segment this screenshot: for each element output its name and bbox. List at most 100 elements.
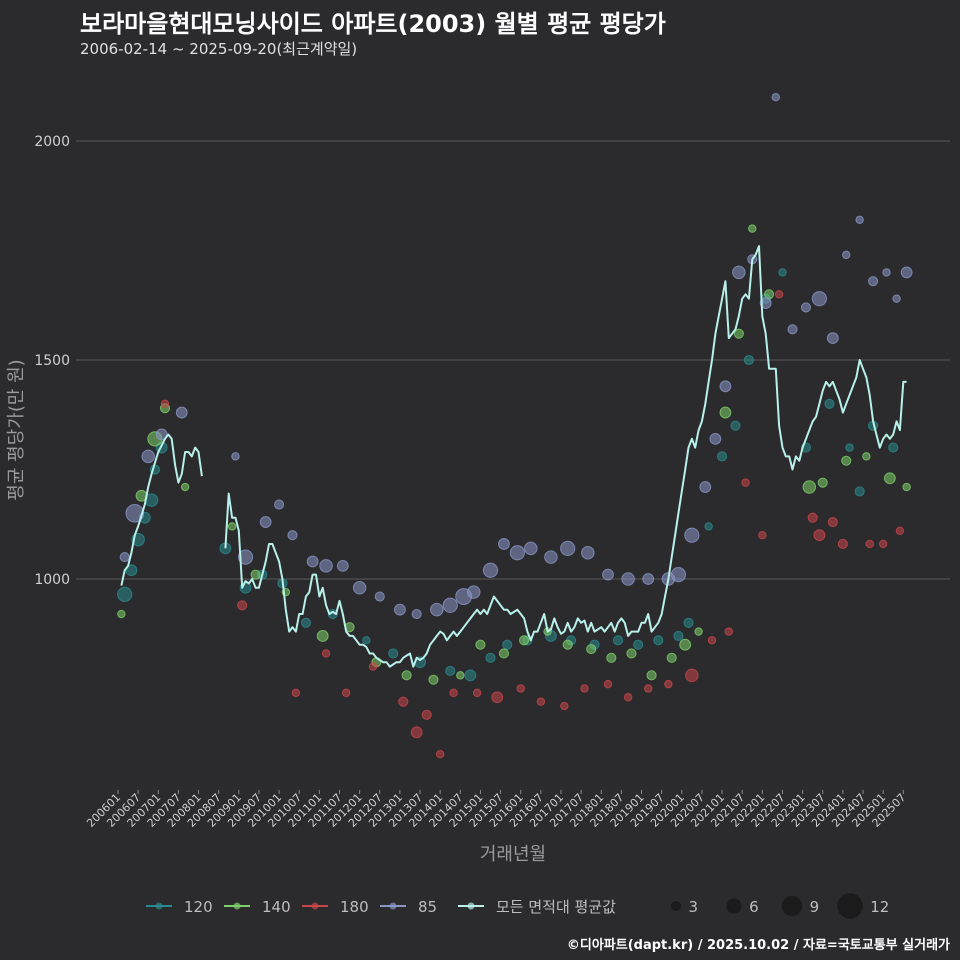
data-point-85: [855, 215, 864, 225]
data-point-85: [442, 597, 458, 613]
data-point-140: [679, 638, 692, 651]
grid-lines: [76, 140, 950, 580]
legend-key-dot-avg: [467, 902, 475, 910]
data-point-85: [336, 559, 349, 572]
data-point-85: [759, 297, 772, 309]
data-point-85: [892, 294, 901, 303]
data-point-120: [717, 451, 728, 462]
data-point-180: [774, 290, 784, 299]
data-point-180: [878, 539, 888, 549]
legend-label-120: 120: [184, 898, 213, 916]
data-point-180: [685, 668, 699, 683]
legend-size-label: 6: [749, 898, 759, 916]
data-point-85: [374, 591, 385, 602]
data-point-120: [485, 652, 496, 663]
legend-key-dot-140: [233, 902, 241, 910]
data-point-85: [787, 324, 798, 335]
data-point-85: [719, 380, 732, 393]
data-point-140: [475, 639, 486, 650]
x-axis-label: 거래년월: [480, 844, 546, 865]
legend-label-85: 85: [418, 898, 437, 916]
data-point-180: [837, 538, 848, 550]
data-point-180: [160, 399, 170, 408]
data-point-120: [633, 639, 644, 650]
data-point-85: [430, 602, 444, 617]
data-point-120: [117, 586, 133, 602]
legend-size-circle: [726, 898, 742, 914]
data-point-180: [580, 684, 589, 693]
data-point-85: [155, 428, 168, 441]
data-point-85: [800, 302, 812, 313]
data-point-85: [524, 541, 538, 556]
data-point-85: [411, 608, 422, 620]
data-point-120: [653, 635, 664, 646]
data-point-120: [388, 648, 399, 659]
data-point-180: [664, 679, 673, 689]
average-series-line: [224, 245, 907, 668]
legend-size-label: 3: [689, 898, 699, 916]
data-point-140: [401, 670, 412, 681]
data-point-85: [684, 527, 700, 543]
data-point-140: [883, 472, 896, 485]
data-point-85: [842, 250, 851, 260]
data-point-120: [743, 354, 754, 366]
data-point-180: [421, 709, 432, 720]
data-point-85: [771, 93, 780, 102]
data-point-180: [813, 529, 826, 542]
data-point-180: [724, 627, 733, 636]
data-point-180: [827, 517, 838, 528]
data-point-140: [694, 627, 703, 636]
data-point-180: [410, 726, 423, 739]
data-point-85: [352, 581, 367, 595]
legend-label-180: 180: [340, 898, 369, 916]
data-point-85: [560, 540, 576, 556]
data-point-180: [644, 684, 653, 693]
data-point-120: [888, 442, 899, 453]
legend-size-label: 12: [870, 898, 889, 916]
y-tick-label: 1000: [34, 572, 70, 588]
data-point-120: [125, 564, 138, 577]
data-point-180: [491, 691, 504, 704]
data-point-85: [882, 268, 891, 277]
y-axis-label: 평균 평당가(만 원): [6, 359, 27, 500]
legend-label-avg: 모든 면적대 평균값: [496, 898, 616, 916]
data-point-120: [824, 398, 835, 409]
data-point-180: [368, 662, 378, 671]
data-point-140: [606, 652, 617, 663]
data-point-140: [316, 630, 329, 642]
footer-credit: ©디아파트(dapt.kr) / 2025.10.02 / 자료=국토교통부 실…: [566, 938, 950, 953]
data-point-85: [237, 549, 254, 565]
data-point-85: [642, 573, 655, 585]
data-point-140: [902, 482, 911, 492]
data-point-180: [623, 693, 633, 702]
y-tick-label: 1500: [34, 353, 70, 369]
data-point-85: [709, 432, 722, 445]
data-point-140: [817, 477, 828, 488]
legend-key-dot-180: [311, 902, 319, 910]
data-point-85: [259, 516, 272, 528]
y-tick-label: 2000: [34, 134, 70, 150]
data-point-85: [287, 530, 298, 541]
legend-key-dot-85: [389, 902, 397, 910]
data-point-140: [733, 328, 744, 339]
data-point-140: [862, 452, 871, 461]
data-point-120: [683, 617, 694, 628]
data-point-120: [673, 630, 684, 641]
data-point-85: [811, 291, 827, 307]
legend-key-dot-120: [155, 902, 163, 910]
data-point-85: [602, 568, 614, 581]
data-point-120: [445, 665, 456, 677]
legend-size-circle: [670, 900, 682, 912]
data-point-140: [519, 635, 530, 646]
chart-title: 보라마을현대모닝사이드 아파트(2003) 월별 평균 평당가: [80, 10, 666, 38]
data-point-85: [544, 550, 558, 564]
data-point-85: [826, 332, 839, 345]
data-point-140: [250, 569, 261, 580]
legend-size-circle: [837, 893, 863, 919]
data-point-85: [306, 555, 319, 568]
data-point-85: [868, 276, 879, 287]
data-point-140: [626, 648, 637, 659]
data-point-85: [581, 545, 595, 560]
y-tick-labels: 1000 1500 2000: [34, 134, 70, 588]
data-point-85: [274, 499, 285, 510]
